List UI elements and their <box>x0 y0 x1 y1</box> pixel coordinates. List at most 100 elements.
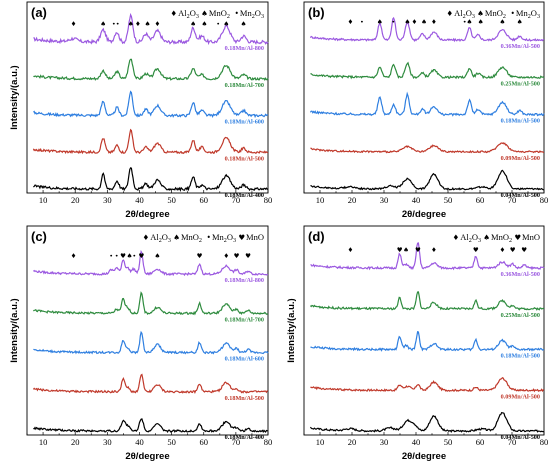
series-trace <box>309 91 545 117</box>
phase-marker: ♠ <box>421 18 427 26</box>
series-label: 0.18Mn/Al-400 <box>225 192 264 199</box>
legend-label: Mn2​O3​ <box>516 8 540 20</box>
series-trace <box>33 249 269 277</box>
phase-marker: ♠ <box>128 20 134 28</box>
x-tick-label: 50 <box>167 437 176 447</box>
phase-marker: ♥ <box>120 252 126 260</box>
phase-marker: ♥ <box>510 246 516 254</box>
legend-symbol: ♦ <box>142 233 149 242</box>
phase-marker: ♦ <box>411 18 417 26</box>
phase-marker: • <box>109 252 113 260</box>
phase-marker: ♥ <box>415 246 421 254</box>
phase-marker: • <box>391 18 395 26</box>
x-tick-label: 10 <box>39 437 48 447</box>
legend-label: Mn2​O3​ <box>212 232 236 244</box>
panel-c: (c)MnO♥Mn2​O3​•MnO2​♠Al2​O3​♦10203040506… <box>9 225 273 462</box>
panel-letter: (a) <box>31 5 47 20</box>
x-tick-label: 10 <box>316 437 325 447</box>
plot-frame <box>26 225 269 436</box>
series-label: 0.18Mn/Al-800 <box>225 277 264 284</box>
legend-symbol: ♥ <box>238 233 245 242</box>
phase-marker: ♠ <box>155 252 161 260</box>
x-tick-label: 20 <box>348 437 357 447</box>
series-trace <box>309 16 545 43</box>
phase-marker: ♦ <box>223 252 229 260</box>
series-trace <box>310 169 545 191</box>
series-trace <box>33 167 269 192</box>
phase-marker: ♦ <box>347 18 353 26</box>
x-tick-label: 40 <box>412 437 421 447</box>
phase-marker: • <box>132 252 136 260</box>
phase-marker: • <box>112 20 116 28</box>
phase-marker: ♠ <box>467 18 473 26</box>
phase-marker: ♠ <box>478 18 484 26</box>
series-trace <box>309 291 545 311</box>
legend-symbol: • <box>234 9 238 18</box>
series-label: 0.18Mn/Al-500 <box>225 395 264 402</box>
phase-marker: ♦ <box>431 246 437 254</box>
series-label: 0.18Mn/Al-600 <box>225 119 264 126</box>
phase-marker: • <box>216 20 220 28</box>
legend: MnO♥MnO2​♠Al2​O3​♦ <box>453 232 540 244</box>
legend-symbol: ♥ <box>514 233 521 242</box>
x-tick-label: 60 <box>476 437 485 447</box>
phase-marker: ♦ <box>135 20 141 28</box>
panel-d: (d)MnO♥MnO2​♠Al2​O3​♦10203040506070802θ/… <box>286 225 548 462</box>
phase-marker: • <box>116 20 120 28</box>
phase-marker: ♠ <box>241 20 247 28</box>
x-tick-label: 20 <box>348 195 357 205</box>
legend-symbol: ♠ <box>173 233 180 242</box>
y-axis-label: Intensity/(a.u.) <box>9 65 20 129</box>
legend: MnO♥Mn2​O3​• MnO2​♠Al2​O3​♦ <box>142 232 264 244</box>
plot-frame <box>303 1 545 194</box>
legend-label: MnO2​ <box>485 8 506 20</box>
series-trace <box>310 242 545 271</box>
phase-marker: ♦ <box>431 18 437 26</box>
phase-marker: ♦ <box>71 252 77 260</box>
legend-label: Al2​O3​ <box>454 8 475 20</box>
series-trace <box>33 58 269 82</box>
legend-symbol: • <box>207 233 211 242</box>
panel-letter: (c) <box>31 229 47 244</box>
x-tick-label: 50 <box>167 195 176 205</box>
x-tick-label: 30 <box>380 195 389 205</box>
legend-symbol: ♦ <box>453 233 460 242</box>
series-trace <box>309 412 545 433</box>
plot-frame <box>26 1 269 194</box>
series-label: 0.36Mn/Al-500 <box>501 43 540 50</box>
phase-marker: • <box>360 18 364 26</box>
phase-marker: ♦ <box>499 246 505 254</box>
x-tick-label: 80 <box>540 195 549 205</box>
x-tick-label: 70 <box>508 437 517 447</box>
x-tick-label: 60 <box>199 437 208 447</box>
series-trace <box>33 291 269 316</box>
series-label: 0.18Mn/Al-500 <box>501 118 540 125</box>
x-tick-label: 70 <box>232 437 241 447</box>
series-label: 0.18Mn/Al-500 <box>501 353 540 360</box>
y-axis-label: Intensity/(a.u.) <box>286 298 297 362</box>
phase-marker: ♠ <box>201 20 207 28</box>
x-tick-label: 20 <box>71 195 80 205</box>
legend: Mn2​O3​• MnO2​♠Al2​O3​♦ <box>170 8 264 20</box>
series-label: 0.18Mn/Al-700 <box>225 316 264 323</box>
legend-symbol: ♦ <box>170 9 177 18</box>
legend-label: Al2​O3​ <box>460 232 481 244</box>
legend-symbol: ♠ <box>201 9 208 18</box>
series-label: 0.09Mn/Al-500 <box>501 393 540 400</box>
x-tick-label: 70 <box>508 195 517 205</box>
series-label: 0.18Mn/Al-500 <box>225 155 264 162</box>
panel-letter: (d) <box>308 229 325 244</box>
series-label: 0.04Mn/Al-500 <box>501 192 540 199</box>
x-tick-label: 40 <box>135 195 144 205</box>
series-trace <box>33 418 268 434</box>
legend-label: MnO2​ <box>209 8 230 20</box>
series-trace <box>32 128 269 155</box>
x-tick-label: 80 <box>264 195 273 205</box>
series-label: 0.25Mn/Al-500 <box>501 80 540 87</box>
series-trace <box>32 373 269 394</box>
phase-marker: ♦ <box>347 246 353 254</box>
x-tick-label: 80 <box>264 437 273 447</box>
series-label: 0.18Mn/Al-800 <box>225 45 264 52</box>
legend-label: Al2​O3​ <box>178 8 199 20</box>
x-tick-label: 30 <box>103 195 112 205</box>
